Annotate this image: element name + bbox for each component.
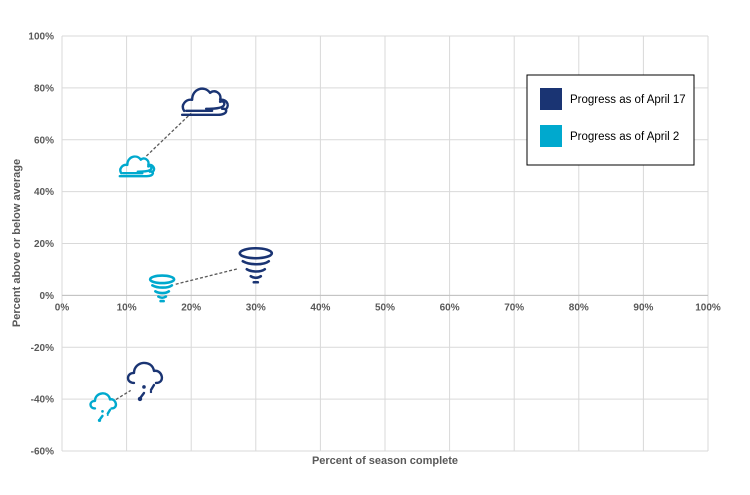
hail-icon [89, 392, 118, 423]
y-tick-label: 20% [34, 239, 54, 250]
x-tick-label: 20% [181, 302, 201, 313]
hail-icon [126, 361, 164, 402]
x-tick-label: 70% [504, 302, 524, 313]
x-tick-label: 0% [55, 302, 70, 313]
connectors [115, 112, 239, 401]
x-axis-title: Percent of season complete [312, 455, 458, 467]
y-tick-label: 0% [40, 291, 55, 302]
grid [61, 35, 709, 452]
x-tick-label: 90% [633, 302, 653, 313]
y-axis-title: Percent above or below average [11, 159, 23, 327]
legend-label-april-17: Progress as of April 17 [570, 94, 686, 106]
legend-swatch-april-2 [540, 125, 562, 147]
legend: Progress as of April 17 Progress as of A… [526, 74, 695, 166]
x-tick-label: 100% [695, 302, 721, 313]
y-tick-label: -20% [31, 343, 54, 354]
legend-box [526, 74, 695, 166]
wind-icon [180, 87, 229, 117]
x-tick-label: 30% [246, 302, 266, 313]
data-points [89, 87, 274, 423]
legend-swatch-april-17 [540, 88, 562, 110]
x-tick-label: 50% [375, 302, 395, 313]
connector-line [145, 112, 192, 157]
y-tick-label: 100% [28, 32, 54, 43]
connector-line [115, 389, 132, 401]
y-tick-label: -40% [31, 395, 54, 406]
legend-label-april-2: Progress as of April 2 [570, 131, 679, 143]
x-tick-label: 80% [569, 302, 589, 313]
wind-icon [118, 155, 156, 178]
tornado-icon [148, 274, 176, 303]
y-tick-labels: 100% 80% 60% 40% 20% 0% -20% -40% -60% [28, 32, 54, 458]
y-tick-label: -60% [31, 447, 54, 458]
connector-line [175, 267, 239, 285]
y-tick-label: 60% [34, 135, 54, 146]
tornado-icon [238, 246, 274, 284]
y-tick-label: 40% [34, 187, 54, 198]
y-tick-label: 80% [34, 83, 54, 94]
x-tick-label: 10% [117, 302, 137, 313]
x-tick-label: 40% [310, 302, 330, 313]
x-tick-label: 60% [440, 302, 460, 313]
x-tick-labels: 0% 10% 20% 30% 40% 50% 60% 70% 80% 90% 100% [55, 302, 721, 313]
